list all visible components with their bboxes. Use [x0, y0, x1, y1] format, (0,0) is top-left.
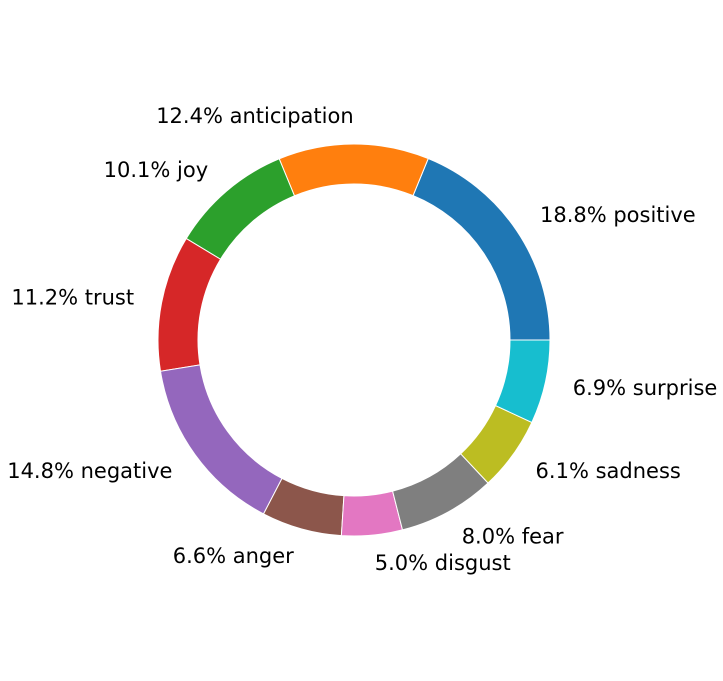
slice-label-anticipation: 12.4% anticipation [156, 104, 353, 128]
slice-labels: 18.8% positive 12.4% anticipation 10.1% jo… [7, 104, 717, 575]
slice-label-negative: 14.8% negative [7, 459, 172, 483]
slice-label-anger: 6.6% anger [173, 544, 294, 568]
slice-positive [412, 157, 551, 341]
slice-label-sadness: 6.1% sadness [536, 459, 681, 483]
slice-trust [157, 237, 222, 372]
slice-label-joy: 10.1% joy [104, 158, 209, 182]
donut-slices [157, 143, 551, 537]
slice-negative [159, 364, 283, 515]
slice-label-disgust: 5.0% disgust [375, 551, 511, 575]
slice-label-surprise: 6.9% surprise [573, 376, 718, 400]
slice-surprise [494, 339, 551, 424]
slice-label-trust: 11.2% trust [11, 285, 134, 309]
slice-label-positive: 18.8% positive [540, 203, 696, 227]
slice-label-fear: 8.0% fear [462, 524, 564, 548]
slice-disgust [340, 490, 404, 537]
slice-anticipation [278, 143, 429, 197]
